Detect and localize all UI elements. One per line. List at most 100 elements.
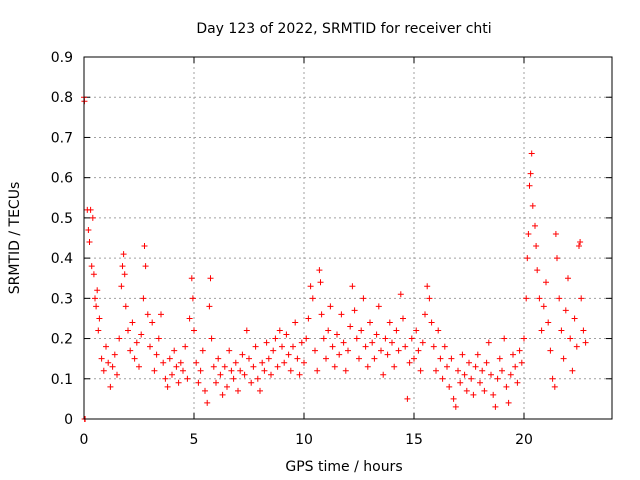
y-tick-label: 0.3 [51, 291, 73, 307]
data-point [164, 383, 171, 390]
data-point [259, 359, 266, 366]
data-point [538, 327, 545, 334]
data-point [415, 347, 422, 354]
data-point [528, 150, 535, 157]
data-point [232, 359, 239, 366]
data-point [307, 283, 314, 290]
data-point [499, 367, 505, 374]
data-point [210, 363, 217, 370]
data-point [505, 399, 512, 406]
data-point [188, 275, 195, 282]
data-point [532, 222, 538, 229]
y-tick-label: 0.8 [51, 90, 73, 106]
data-point [514, 379, 521, 386]
data-point [516, 347, 523, 354]
data-point [257, 387, 263, 394]
data-point [217, 371, 224, 378]
data-point [549, 375, 556, 382]
x-tick-label: 5 [190, 432, 199, 448]
data-point [369, 339, 376, 346]
data-point [195, 379, 202, 386]
data-point [94, 287, 101, 294]
y-tick-label: 0.2 [51, 332, 73, 348]
data-point [169, 371, 175, 378]
data-point [239, 351, 246, 358]
data-point [472, 363, 479, 370]
data-point [263, 339, 270, 346]
data-point [562, 307, 569, 314]
data-point [237, 367, 244, 374]
data-point [364, 363, 371, 370]
y-tick-label: 0.7 [51, 130, 73, 146]
data-point [573, 343, 580, 350]
data-point [428, 319, 435, 326]
data-point [524, 255, 531, 262]
data-point [496, 355, 503, 362]
data-point [380, 371, 387, 378]
data-point [89, 214, 96, 221]
data-point [393, 327, 400, 334]
data-point [119, 263, 126, 270]
data-point [356, 355, 362, 362]
data-point [512, 363, 519, 370]
data-point [529, 202, 536, 209]
data-point [142, 263, 149, 270]
data-point [208, 335, 215, 342]
data-point [481, 387, 488, 394]
data-point [543, 279, 549, 286]
data-point [358, 327, 365, 334]
data-point [448, 355, 455, 362]
data-point [138, 331, 145, 338]
data-point [153, 351, 160, 358]
data-point [371, 355, 378, 362]
data-point [283, 331, 290, 338]
data-point [312, 347, 318, 354]
data-point [351, 307, 358, 314]
data-point [391, 363, 398, 370]
data-point [88, 263, 95, 270]
y-axis-label: SRMTID / TECUs [7, 182, 23, 295]
data-point [272, 335, 279, 342]
data-point [323, 355, 329, 362]
chart-title: Day 123 of 2022, SRMTID for receiver cht… [196, 21, 491, 37]
data-point [252, 343, 259, 350]
data-point [204, 399, 211, 406]
data-point [131, 355, 138, 362]
data-point [224, 383, 230, 390]
data-point [353, 335, 360, 342]
data-point [367, 319, 373, 326]
y-tick-label: 0.5 [51, 211, 73, 227]
x-tick-label: 15 [405, 432, 423, 448]
data-point [121, 271, 128, 278]
data-point [285, 351, 292, 358]
data-point [525, 230, 532, 237]
data-point [347, 323, 354, 330]
data-point [569, 367, 576, 374]
data-point [270, 347, 277, 354]
data-point [155, 335, 162, 342]
data-point [463, 387, 470, 394]
data-point [477, 379, 483, 386]
data-point [199, 347, 206, 354]
data-point [125, 327, 131, 334]
data-point [317, 279, 324, 286]
y-tick-label: 0.1 [51, 372, 73, 388]
data-point [191, 327, 197, 334]
data-point [488, 371, 494, 378]
data-point [166, 355, 173, 362]
data-point [558, 327, 565, 334]
data-point [287, 367, 294, 374]
y-tick-label: 0.9 [51, 50, 73, 66]
data-point [206, 303, 213, 310]
data-point [384, 351, 391, 358]
x-axis-label: GPS time / hours [285, 459, 402, 475]
data-point [338, 311, 345, 318]
data-point [406, 359, 413, 366]
data-point [578, 295, 585, 302]
data-point [556, 295, 563, 302]
data-point [122, 303, 129, 310]
data-point [545, 319, 552, 326]
plot-frame [83, 56, 613, 420]
data-point [510, 351, 516, 358]
